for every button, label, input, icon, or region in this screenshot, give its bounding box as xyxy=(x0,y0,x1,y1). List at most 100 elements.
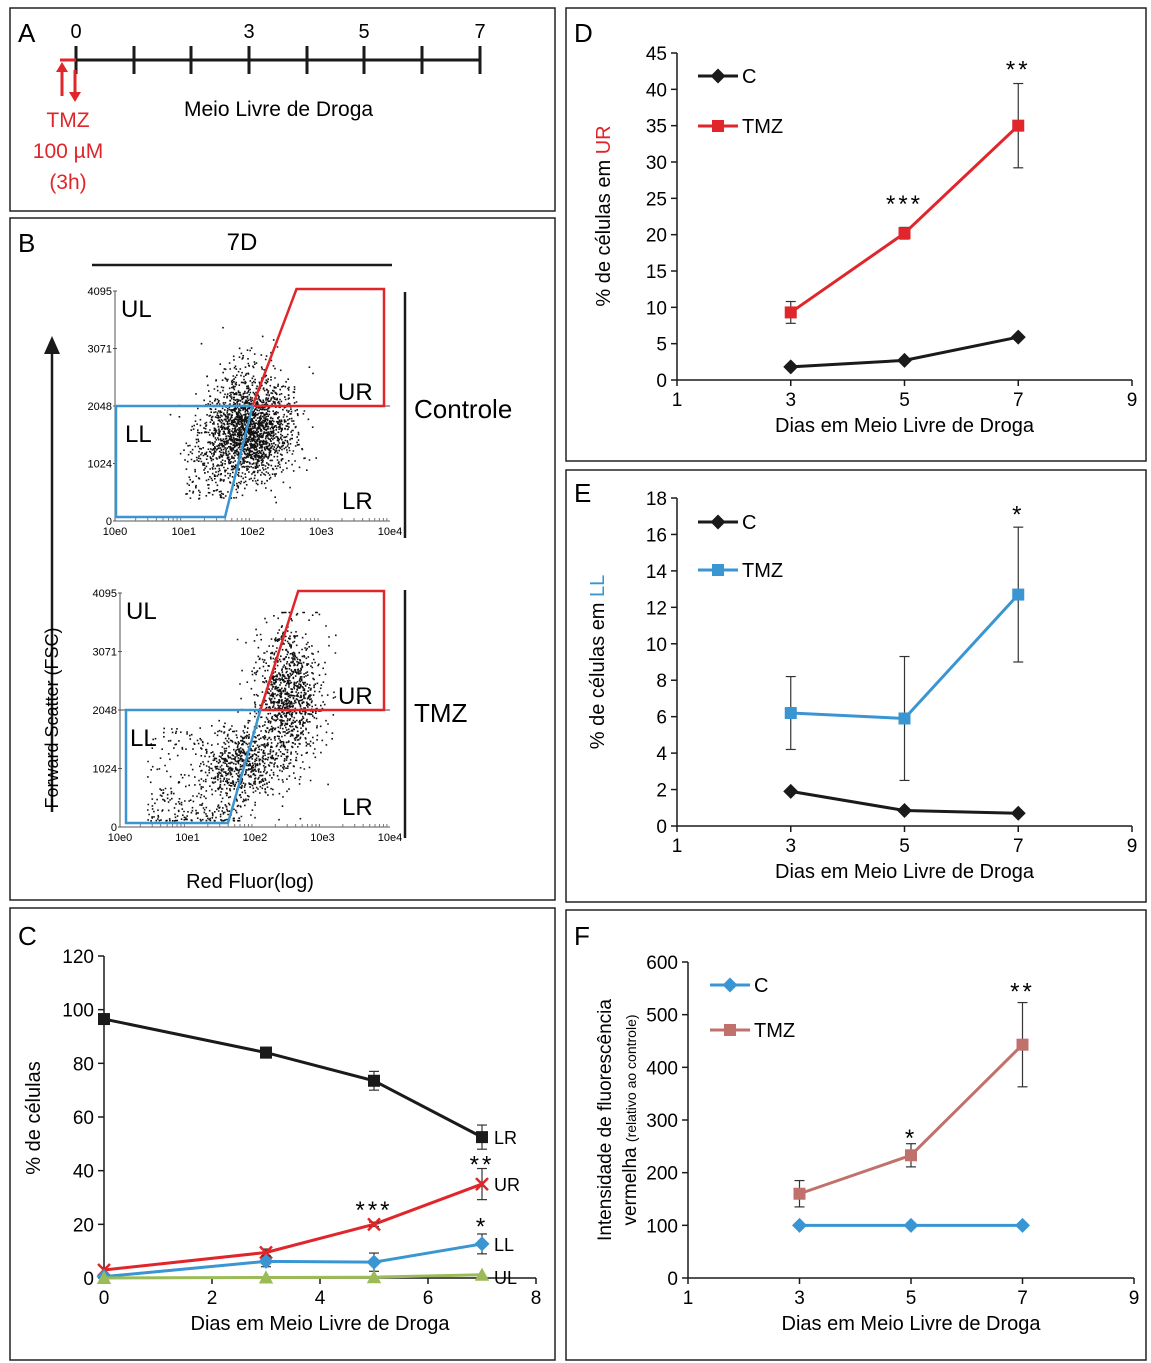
data-point-triangle xyxy=(96,1270,112,1284)
data-point-square xyxy=(898,227,911,240)
ur-gate xyxy=(258,589,386,712)
drug-duration: (3h) xyxy=(49,171,86,194)
y-tick-label: 300 xyxy=(646,1111,678,1132)
ll-gate xyxy=(124,708,263,825)
y-tick-label: 2 xyxy=(656,781,667,802)
x-tick-label: 7 xyxy=(1017,1288,1028,1309)
y-axis-label-highlight: LL xyxy=(587,575,609,597)
data-point-diamond xyxy=(903,1217,919,1233)
y-tick-label: 5 xyxy=(656,335,667,356)
y-axis-label: % de células em LL xyxy=(587,575,609,750)
flow-y-tick-label: 0 xyxy=(111,822,117,834)
y-tick-label: 400 xyxy=(646,1058,678,1079)
y-axis-label-line2: vermelha (relativo ao controle) xyxy=(620,1014,641,1225)
chart-c: 0 20 40 60 80 100 120 0 2 4 6 8 Dias em Meio Livre d… xyxy=(23,947,541,1335)
flow-y-tick-label: 2048 xyxy=(93,705,117,717)
y-axis-label-text: % de células em xyxy=(587,597,609,749)
y-tick-label: 10 xyxy=(646,635,667,656)
arrow-up-icon-head xyxy=(56,62,68,72)
data-point-diamond xyxy=(366,1254,382,1270)
data-point-diamond xyxy=(1010,805,1026,821)
flow-x-tick-label: 10e2 xyxy=(243,832,267,844)
data-point-diamond xyxy=(710,514,726,530)
x-tick-label: 1 xyxy=(672,836,683,857)
data-point-diamond xyxy=(792,1217,807,1233)
legend-label: C xyxy=(742,66,756,88)
y-tick-label: 20 xyxy=(73,1215,94,1236)
series-line xyxy=(103,1182,483,1272)
flow-y-tick-label: 0 xyxy=(106,516,112,528)
significance-marker: *** xyxy=(355,1197,392,1224)
data-point-diamond xyxy=(710,68,726,84)
x-tick-label: 2 xyxy=(207,1288,218,1309)
flow-x-tick-label: 10e3 xyxy=(309,526,333,538)
series-line xyxy=(799,1043,1024,1196)
data-point-square xyxy=(1012,588,1025,601)
panel-label-c: C xyxy=(18,921,37,951)
x-tick-label: 7 xyxy=(1013,390,1024,411)
panel-label-d: D xyxy=(574,18,593,48)
significance-marker: ** xyxy=(1010,978,1035,1005)
data-point-square xyxy=(476,1131,488,1144)
timeline-tick-label: 3 xyxy=(243,21,254,43)
x-tick-label: 8 xyxy=(531,1288,542,1309)
x-tick-label: 3 xyxy=(785,836,796,857)
flow-x-tick-label: 10e1 xyxy=(172,526,196,538)
data-point-diamond xyxy=(1010,329,1026,345)
series-end-label: LL xyxy=(494,1235,514,1255)
arrow-down-icon-head xyxy=(69,92,81,102)
panel-label-f: F xyxy=(574,921,590,951)
x-axis-label: Dias em Meio Livre de Droga xyxy=(191,1313,451,1335)
data-point-diamond xyxy=(474,1236,490,1252)
y-tick-label: 100 xyxy=(62,1001,94,1022)
legend-label: TMZ xyxy=(742,116,783,138)
x-tick-label: 4 xyxy=(315,1288,326,1309)
data-point-square xyxy=(724,1024,736,1036)
y-tick-label: 15 xyxy=(646,262,667,283)
y-tick-label: 0 xyxy=(656,371,667,392)
flow-x-tick-label: 10e3 xyxy=(310,832,334,844)
y-tick-label: 40 xyxy=(73,1162,94,1183)
x-tick-label: 0 xyxy=(99,1288,110,1309)
chart-e: 0 2 4 6 8 10 12 14 16 18 1 3 5 7 9 Dias em Meio Livre d… xyxy=(587,489,1137,883)
data-point-diamond xyxy=(722,977,738,993)
timeline-tick-label: 5 xyxy=(358,21,369,43)
y-tick-label: 14 xyxy=(646,562,668,583)
quadrant-label-lr: LR xyxy=(342,794,373,821)
flow-x-tick-label: 10e4 xyxy=(378,832,402,844)
flow-y-tick-label: 4095 xyxy=(88,286,112,298)
panel-e-frame xyxy=(565,469,1147,903)
flow-title: 7D xyxy=(227,229,258,256)
flow-x-tick-label: 10e0 xyxy=(108,832,132,844)
x-tick-label: 7 xyxy=(1013,836,1024,857)
ll-gate xyxy=(114,404,255,519)
y-axis-label-line2-small: (relativo ao controle) xyxy=(623,1014,639,1142)
data-point-diamond xyxy=(783,783,799,799)
flow-x-tick-label: 10e0 xyxy=(103,526,127,538)
flow-y-tick-label: 1024 xyxy=(93,764,117,776)
flow-x-tick-label: 10e1 xyxy=(175,832,199,844)
flow-x-axis-label: Red Fluor(log) xyxy=(186,871,314,893)
data-point-diamond xyxy=(1015,1217,1030,1233)
x-tick-label: 3 xyxy=(785,390,796,411)
panel-a-frame xyxy=(9,7,556,212)
chart-f: 0 100 200 300 400 500 600 1 3 5 7 9 Dias em Meio Liv… xyxy=(595,953,1139,1335)
quadrant-label-ur: UR xyxy=(338,683,373,710)
timeline-tick-label: 0 xyxy=(70,21,81,43)
flow-y-axis-label: Forward Scatter (FSC) xyxy=(42,627,62,808)
flow-events xyxy=(169,326,317,504)
y-axis-label: % de células xyxy=(23,1061,45,1174)
y-tick-label: 45 xyxy=(646,44,667,65)
panel-c-frame xyxy=(9,907,556,1361)
y-tick-label: 25 xyxy=(646,189,667,210)
series-end-label: LR xyxy=(494,1128,517,1148)
data-point-square xyxy=(98,1013,110,1026)
y-tick-label: 35 xyxy=(646,117,667,138)
data-point-square xyxy=(368,1074,380,1087)
data-point-square xyxy=(1012,119,1025,132)
significance-marker: * xyxy=(476,1213,488,1240)
y-axis-label: % de células em UR xyxy=(593,125,615,306)
x-tick-label: 5 xyxy=(899,390,910,411)
y-tick-label: 30 xyxy=(646,153,667,174)
